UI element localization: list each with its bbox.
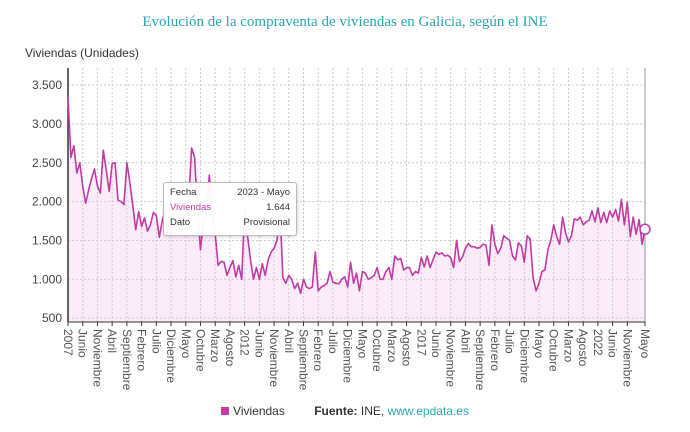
- y-tick-label: 3.500: [32, 78, 62, 92]
- source-value: INE,: [360, 404, 385, 418]
- x-tick-label: Febrero: [135, 329, 149, 371]
- tooltip-dato-label: Dato: [170, 217, 191, 228]
- legend: Viviendas Fuente: INE, www.epdata.es: [0, 404, 690, 418]
- tooltip-fecha-value: 2023 - Mayo: [237, 187, 290, 198]
- legend-label: Viviendas: [233, 404, 285, 418]
- x-tick-label: Julio: [326, 329, 340, 354]
- x-tick-label: Noviembre: [444, 329, 458, 387]
- legend-swatch: [221, 407, 230, 415]
- x-tick-label: Octubre: [193, 329, 207, 372]
- x-tick-label: Abril: [458, 329, 472, 353]
- x-tick-label: Mayo: [355, 329, 369, 359]
- x-tick-label: Agosto: [576, 329, 590, 367]
- y-tick-label: 1.000: [32, 272, 62, 286]
- legend-item-viviendas[interactable]: Viviendas: [221, 404, 285, 418]
- x-tick-label: Mayo: [179, 329, 193, 359]
- x-tick-label: Marzo: [208, 329, 222, 363]
- source: Fuente: INE, www.epdata.es: [314, 404, 469, 418]
- tooltip-dato-value: Provisional: [243, 217, 290, 228]
- y-tick-label: 2.500: [32, 156, 62, 170]
- y-axis-label: Viviendas (Unidades): [25, 46, 139, 60]
- x-tick-label: Octubre: [370, 329, 384, 372]
- x-tick-label: Diciembre: [341, 329, 355, 383]
- x-tick-label: 2007: [61, 329, 75, 356]
- y-tick-label: 2.000: [32, 195, 62, 209]
- x-tick-label: Septiembre: [297, 329, 311, 391]
- x-tick-label: Noviembre: [267, 329, 281, 387]
- x-tick-label: Febrero: [311, 329, 325, 371]
- tooltip-series-label: Viviendas: [170, 202, 212, 213]
- x-tick-label: Noviembre: [90, 329, 104, 387]
- x-tick-label: Mayo: [638, 329, 652, 359]
- x-tick-label: 2012: [238, 329, 252, 356]
- x-tick-label: Julio: [503, 329, 517, 354]
- x-tick-label: Agosto: [223, 329, 237, 367]
- tooltip: Fecha 2023 - Mayo Viviendas 1.644 Dato Prov…: [163, 182, 297, 236]
- x-tick-label: Abril: [282, 329, 296, 353]
- x-tick-label: Julio: [149, 329, 163, 354]
- y-tick-label: 3.000: [32, 117, 62, 131]
- x-tick-label: Junio: [252, 329, 266, 358]
- x-tick-label: Marzo: [561, 329, 575, 363]
- x-tick-label: Mayo: [532, 329, 546, 359]
- x-tick-label: Junio: [429, 329, 443, 358]
- chart-title: Evolución de la compraventa de viviendas…: [142, 14, 548, 30]
- x-tick-label: Noviembre: [620, 329, 634, 387]
- source-link[interactable]: www.epdata.es: [387, 404, 469, 418]
- x-tick-label: Agosto: [400, 329, 414, 367]
- x-tick-label: Diciembre: [164, 329, 178, 383]
- source-label: Fuente:: [314, 404, 358, 418]
- y-tick-label: 1.500: [32, 233, 62, 247]
- x-tick-label: Febrero: [488, 329, 502, 371]
- x-tick-label: Septiembre: [473, 329, 487, 391]
- series-area: [68, 96, 645, 322]
- x-tick-label: Junio: [606, 329, 620, 358]
- tooltip-series-value: 1.644: [266, 202, 290, 213]
- x-tick-label: Octubre: [547, 329, 561, 372]
- x-tick-label: Abril: [105, 329, 119, 353]
- x-tick-label: Diciembre: [517, 329, 531, 383]
- y-tick-label: 500: [42, 311, 62, 325]
- highlighted-point: [639, 223, 651, 236]
- x-tick-label: Septiembre: [120, 329, 134, 391]
- x-tick-label: Marzo: [385, 329, 399, 363]
- x-tick-label: 2017: [414, 329, 428, 356]
- x-tick-label: Junio: [76, 329, 90, 358]
- x-tick-label: 2022: [591, 329, 605, 356]
- tooltip-fecha-label: Fecha: [170, 187, 197, 198]
